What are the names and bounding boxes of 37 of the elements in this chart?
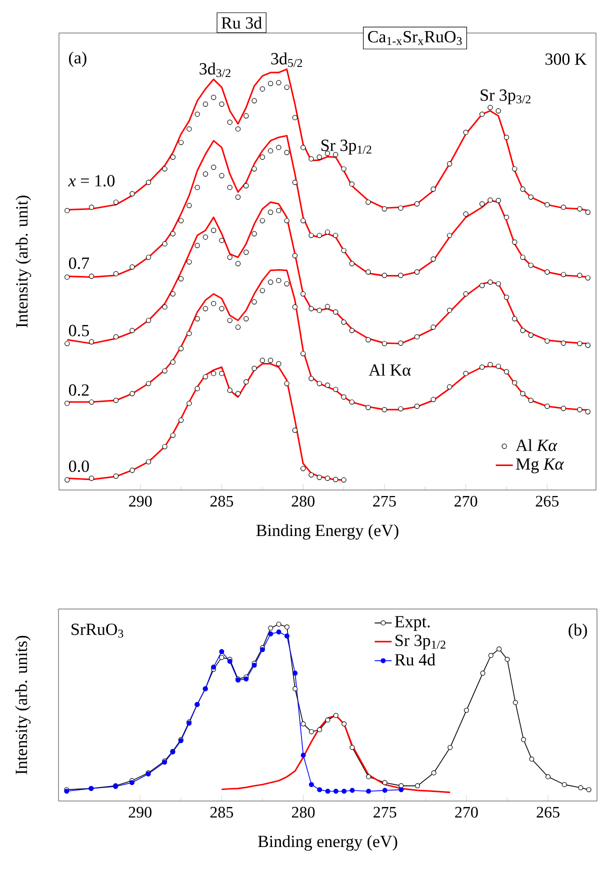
annotation: 3d$_{5/2}$: [271, 52, 302, 67]
x-tick-label: 290: [129, 496, 152, 507]
annotation: Sr 3p$_{1/2}$: [321, 140, 372, 155]
x-tick-label: 275: [373, 496, 396, 507]
text: Ru 3d: [222, 16, 262, 29]
x-tick-label: 265: [536, 496, 559, 507]
legend-label: Ru 4d: [394, 654, 436, 666]
annotation: (b): [568, 624, 587, 640]
text: 300 K: [546, 53, 587, 65]
x-tick-label: 290: [128, 806, 152, 818]
legend-label: Expt.: [394, 616, 430, 631]
y-axis-title: Intensity (arb. units): [15, 636, 31, 774]
annotation: 3d$_{3/2}$: [200, 62, 230, 78]
x-tick-label: 275: [374, 806, 396, 818]
annotation: Al Kα: [368, 364, 411, 376]
annotation: Sr 3p$_{3/2}$: [480, 89, 530, 104]
x-tick-label: 265: [536, 806, 560, 818]
x-axis-title: Binding Energy (eV): [256, 524, 398, 540]
text: Ca$_{1-x}$Sr$_{x}$RuO$_{3}$: [368, 31, 462, 45]
legend-label: Mg Kα: [516, 458, 564, 474]
x-tick-label: 270: [455, 806, 478, 818]
annotation: x = 1.0: [68, 174, 115, 187]
x-tick-label: 285: [210, 496, 234, 507]
legend-label: Sr 3p$_{1/2}$: [396, 634, 446, 650]
annotation: 0.5: [68, 324, 89, 336]
x-axis-title: Binding energy (eV): [258, 835, 398, 851]
x-tick-label: 280: [292, 496, 314, 507]
annotation: 0.0: [68, 460, 89, 472]
annotation: 0.7: [68, 257, 90, 270]
text: (a): [68, 52, 86, 67]
annotation: SrRuO$_{3}$: [72, 624, 124, 638]
annotation: 0.2: [68, 384, 89, 396]
legend-label: Al Kα: [516, 439, 558, 452]
y-axis-title: Intensity (arb. unit): [16, 196, 32, 328]
x-tick-label: 285: [210, 806, 234, 818]
x-tick-label: 280: [292, 806, 315, 818]
x-tick-label: 270: [454, 496, 478, 507]
